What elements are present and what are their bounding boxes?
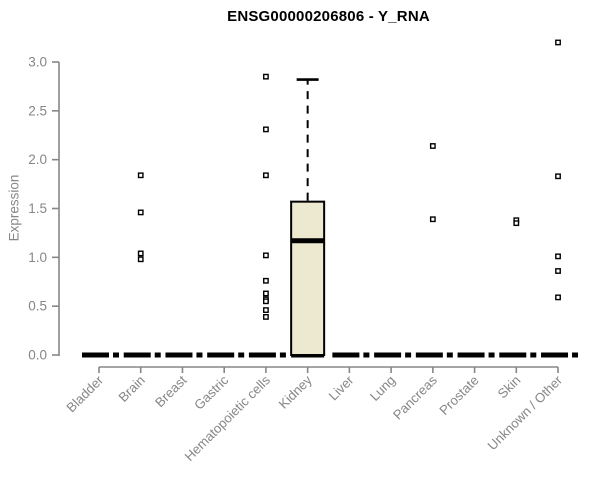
collapsed-box-bar (415, 352, 443, 358)
collapsed-box-bar (499, 352, 527, 358)
y-tick-label: 0.0 (28, 348, 47, 363)
collapsed-box-bar (248, 352, 276, 358)
collapsed-box-bar (541, 352, 569, 358)
outlier-point (555, 294, 561, 301)
outlier-point (263, 307, 269, 313)
outlier-point (263, 314, 269, 320)
collapsed-box-nub (530, 352, 537, 358)
collapsed-box-bar (82, 352, 109, 358)
collapsed-box-bar (207, 352, 235, 358)
x-axis-label: Gastric (191, 372, 231, 412)
outlier-point (513, 220, 520, 227)
collapsed-box-nub (488, 352, 495, 358)
outlier-point (263, 172, 269, 179)
collapsed-box-bar (374, 352, 402, 358)
outlier-point (263, 298, 269, 305)
collapsed-box-bar (332, 352, 360, 358)
x-axis-label: Skin (495, 373, 524, 402)
box-median (291, 238, 325, 244)
x-axis-label: Kidney (276, 372, 315, 411)
outlier-point (137, 172, 144, 179)
outlier-point (263, 252, 269, 259)
outlier-point (555, 173, 561, 180)
collapsed-box-nub (572, 352, 579, 358)
x-axis-label: Brain (115, 373, 147, 405)
y-tick-label: 3.0 (28, 55, 47, 70)
outlier-point (137, 250, 144, 257)
outlier-point (429, 143, 436, 149)
collapsed-box-nub (446, 352, 453, 358)
outlier-point (137, 209, 144, 216)
chart-title: ENSG00000206806 - Y_RNA (227, 8, 430, 25)
outlier-point (555, 253, 561, 260)
outlier-point (263, 277, 269, 284)
box (290, 200, 326, 356)
outlier-point (555, 268, 561, 274)
collapsed-box-nub (238, 352, 245, 358)
x-axis-label: Unknown / Other (485, 372, 566, 453)
y-tick-label: 1.0 (28, 250, 47, 265)
collapsed-box-nub (154, 352, 161, 358)
collapsed-box-nub (405, 352, 412, 358)
outlier-point (429, 216, 436, 223)
outlier-point (263, 73, 269, 80)
x-axis-label: Bladder (63, 372, 106, 415)
outlier-point (555, 39, 561, 46)
x-axis-label: Liver (326, 372, 357, 403)
collapsed-box-bar (123, 352, 151, 358)
collapsed-box-bar (457, 352, 485, 358)
y-tick-label: 2.0 (28, 152, 47, 167)
outlier-point (263, 126, 269, 133)
collapsed-box-nub (196, 352, 203, 358)
outlier-point (263, 290, 269, 297)
y-tick-label: 1.5 (28, 201, 47, 216)
collapsed-box-bar (165, 352, 193, 358)
outlier-point (137, 256, 144, 263)
x-axis-label: Breast (152, 372, 190, 410)
collapsed-box-nub (279, 352, 286, 358)
x-axis-label: Lung (367, 373, 398, 404)
x-axis-label: Prostate (436, 373, 481, 418)
y-tick-label: 0.5 (28, 299, 47, 314)
collapsed-box-nub (363, 352, 370, 358)
y-tick-label: 2.5 (28, 103, 47, 118)
x-axis-label: Pancreas (390, 372, 440, 422)
collapsed-box-nub (113, 352, 119, 358)
